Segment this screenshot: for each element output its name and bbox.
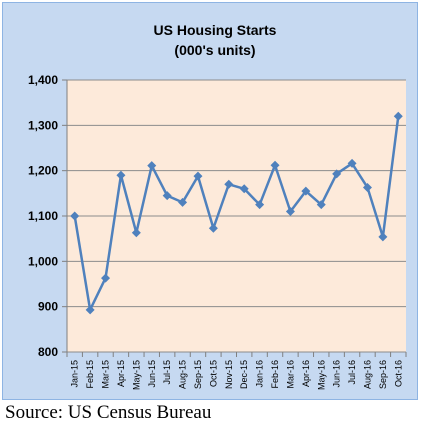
chart-title: US Housing Starts — [154, 22, 277, 38]
y-tick-label: 1,200 — [28, 164, 58, 178]
data-point — [285, 206, 295, 216]
series-line — [73, 116, 400, 312]
x-tick-label: Aug-15 — [178, 360, 188, 389]
x-tick-label: Aug-16 — [362, 360, 372, 389]
y-tick-label: 800 — [38, 345, 58, 359]
x-tick-label: May-15 — [131, 360, 141, 390]
y-tick-label: 1,300 — [28, 118, 58, 132]
data-point — [316, 200, 326, 210]
x-tick-label: Jul-16 — [347, 360, 357, 385]
data-point — [270, 160, 280, 170]
x-tick-label: Jun-16 — [332, 360, 342, 388]
y-tick-label: 1,000 — [28, 254, 58, 268]
data-point — [208, 223, 218, 233]
x-tick-label: Nov-15 — [224, 360, 234, 389]
data-point — [162, 191, 172, 201]
data-point — [224, 179, 234, 189]
x-tick-label: Feb-16 — [270, 360, 280, 389]
data-point — [378, 232, 388, 242]
data-point — [116, 170, 126, 180]
data-point — [131, 228, 141, 238]
data-point — [193, 171, 203, 181]
y-tick-label: 1,400 — [28, 73, 58, 87]
chart-container: 800 900 1,000 1,100 1,200 1,300 1,400 Jan-15 Fe… — [2, 2, 418, 400]
source-note: Source: US Census Bureau — [5, 402, 212, 423]
data-point — [362, 182, 372, 192]
data-point — [101, 273, 111, 283]
gridlines — [67, 79, 406, 353]
data-point — [178, 197, 188, 207]
x-tick-label: Sep-16 — [378, 360, 388, 389]
x-tick-label: Jun-15 — [147, 360, 157, 388]
x-tick-label: Apr-15 — [116, 360, 126, 387]
y-tick-label: 900 — [38, 300, 58, 314]
y-axis-ticks: 800 900 1,000 1,100 1,200 1,300 1,400 — [28, 73, 68, 359]
data-point — [70, 211, 80, 221]
data-point — [347, 158, 357, 168]
x-tick-label: Mar-15 — [101, 360, 111, 389]
x-tick-label: Jan-15 — [70, 360, 80, 388]
y-tick-label: 1,100 — [28, 209, 58, 223]
x-tick-label: Jan-16 — [255, 360, 265, 388]
data-point — [393, 111, 403, 121]
data-point — [85, 305, 95, 315]
data-point — [239, 184, 249, 194]
x-tick-label: Feb-15 — [85, 360, 95, 389]
data-point — [255, 200, 265, 210]
x-tick-label: May-16 — [316, 360, 326, 390]
data-point — [301, 186, 311, 196]
line-chart: 800 900 1,000 1,100 1,200 1,300 1,400 Jan-15 Fe… — [3, 3, 417, 399]
x-tick-label: Dec-15 — [239, 360, 249, 389]
x-axis-ticks: Jan-15 Feb-15 Mar-15 Apr-15 May-15 Jun-15 Jul-… — [66, 352, 407, 390]
data-series — [70, 111, 403, 315]
x-tick-label: Sep-15 — [193, 360, 203, 389]
chart-subtitle: (000's units) — [174, 42, 255, 58]
x-tick-label: Oct-15 — [208, 360, 218, 387]
x-tick-label: Apr-16 — [301, 360, 311, 387]
x-tick-label: Jul-15 — [162, 360, 172, 385]
x-tick-label: Mar-16 — [285, 360, 295, 389]
data-point — [147, 161, 157, 171]
data-point — [332, 169, 342, 179]
x-tick-label: Oct-16 — [393, 360, 403, 387]
